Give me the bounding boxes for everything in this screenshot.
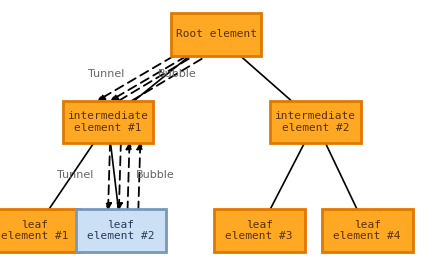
Text: intermediate
element #1: intermediate element #1	[67, 111, 149, 133]
FancyBboxPatch shape	[0, 209, 80, 252]
Text: Root element: Root element	[175, 29, 257, 39]
FancyBboxPatch shape	[63, 101, 153, 143]
FancyBboxPatch shape	[322, 209, 413, 252]
FancyBboxPatch shape	[171, 13, 261, 56]
Text: leaf
element #2: leaf element #2	[87, 220, 155, 241]
Text: Bubble: Bubble	[136, 170, 175, 180]
Text: Bubble: Bubble	[158, 69, 197, 79]
Text: Tunnel: Tunnel	[88, 69, 124, 79]
Text: leaf
element #1: leaf element #1	[1, 220, 68, 241]
Text: intermediate
element #2: intermediate element #2	[275, 111, 356, 133]
Text: leaf
element #4: leaf element #4	[334, 220, 401, 241]
Text: Tunnel: Tunnel	[57, 170, 94, 180]
FancyBboxPatch shape	[270, 101, 361, 143]
Text: leaf
element #3: leaf element #3	[226, 220, 293, 241]
FancyBboxPatch shape	[76, 209, 166, 252]
FancyBboxPatch shape	[214, 209, 305, 252]
